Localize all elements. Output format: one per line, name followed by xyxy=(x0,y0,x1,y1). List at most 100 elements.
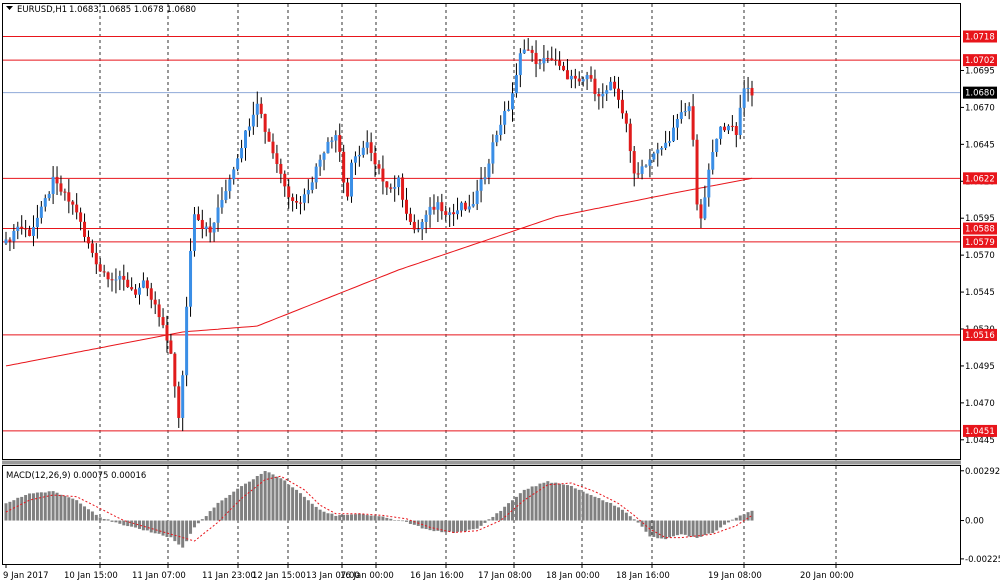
candle xyxy=(24,219,28,238)
candle-body xyxy=(216,207,220,223)
candle xyxy=(302,188,306,211)
candle-body xyxy=(471,204,475,207)
time-tick-label: 11 Jan 23:00 xyxy=(202,571,256,581)
candle-body xyxy=(63,191,67,193)
macd-bar xyxy=(499,510,503,521)
candle xyxy=(365,130,369,155)
candle-body xyxy=(137,287,141,295)
macd-bar xyxy=(393,520,397,521)
candle xyxy=(208,217,212,243)
macd-bar xyxy=(298,493,302,521)
macd-bar xyxy=(55,492,59,521)
candle-body xyxy=(416,229,420,231)
candle xyxy=(562,61,566,72)
macd-bar xyxy=(28,493,32,521)
candle-body xyxy=(624,113,628,124)
macd-bar xyxy=(573,488,577,521)
candle xyxy=(530,45,534,62)
candle-body xyxy=(114,279,118,281)
candle xyxy=(593,69,597,102)
macd-bar xyxy=(742,514,746,521)
candle xyxy=(726,124,730,134)
macd-bar xyxy=(687,520,691,537)
candle xyxy=(259,97,263,119)
macd-bar xyxy=(47,491,51,521)
macd-bar xyxy=(204,516,208,521)
candle-body xyxy=(59,183,63,192)
macd-bar xyxy=(83,506,87,521)
candle xyxy=(393,175,397,202)
macd-bar xyxy=(526,488,530,521)
candle-body xyxy=(110,279,114,281)
macd-bar xyxy=(161,520,165,536)
candle xyxy=(518,48,522,88)
macd-bar xyxy=(79,503,83,521)
macd-panel-border xyxy=(2,465,961,565)
candle-body xyxy=(554,59,558,61)
candle xyxy=(463,200,467,212)
candle xyxy=(31,215,35,247)
candle xyxy=(177,381,181,428)
macd-bar xyxy=(130,520,134,527)
candle-body xyxy=(228,179,232,192)
moving-average xyxy=(5,177,753,367)
macd-bar xyxy=(620,509,624,521)
candle xyxy=(723,122,727,132)
candle-body xyxy=(94,252,98,265)
chart-grid xyxy=(99,4,837,564)
candle xyxy=(287,179,291,209)
macd-bar xyxy=(35,492,39,521)
candle-body xyxy=(267,131,271,142)
macd-bar xyxy=(98,517,102,521)
candle xyxy=(251,101,255,135)
candle xyxy=(149,282,153,309)
candle-body xyxy=(39,206,43,218)
macd-bar xyxy=(750,510,754,521)
macd-signal-line xyxy=(5,475,753,542)
macd-bar xyxy=(310,503,314,521)
candle xyxy=(306,179,310,204)
macd-bar xyxy=(542,482,546,521)
macd-bar xyxy=(283,480,287,521)
macd-bar xyxy=(346,514,350,521)
candle xyxy=(185,296,189,387)
macd-bar xyxy=(255,476,259,521)
candle xyxy=(67,179,71,214)
macd-bar xyxy=(287,484,291,521)
candle xyxy=(738,94,742,140)
candle xyxy=(153,291,157,315)
candle-body xyxy=(86,236,90,244)
candle xyxy=(165,315,169,353)
macd-bar xyxy=(263,471,267,521)
macd-bar xyxy=(452,520,456,533)
candles[interactable] xyxy=(4,38,754,432)
candle-body xyxy=(377,164,381,169)
candle-body xyxy=(750,87,754,96)
candle xyxy=(660,146,664,156)
candle-body xyxy=(330,140,334,142)
candle-body xyxy=(534,52,538,65)
time-tick-label: 10 Jan 15:00 xyxy=(64,571,118,581)
macd-bar xyxy=(141,520,145,531)
macd-bar xyxy=(389,518,393,521)
candle xyxy=(636,162,640,179)
candle-body xyxy=(597,93,601,97)
candle-body xyxy=(393,187,397,189)
candle-body xyxy=(98,264,102,272)
candle xyxy=(452,203,456,226)
macd-bar xyxy=(192,520,196,528)
macd-bar xyxy=(114,520,118,523)
candle-body xyxy=(346,182,350,197)
candle xyxy=(436,196,440,222)
candle-body xyxy=(620,99,624,114)
macd-bar xyxy=(723,520,727,525)
macd-bar xyxy=(381,516,385,521)
time-axis: 9 Jan 2017 10 Jan 15:00 11 Jan 07:00 11 Jan… xyxy=(3,564,854,581)
dropdown-triangle-icon[interactable] xyxy=(6,6,13,10)
candle xyxy=(200,209,204,239)
macd-bar xyxy=(169,520,173,538)
macd-bar xyxy=(726,520,730,523)
macd-bar xyxy=(491,516,495,521)
candle xyxy=(189,238,193,317)
